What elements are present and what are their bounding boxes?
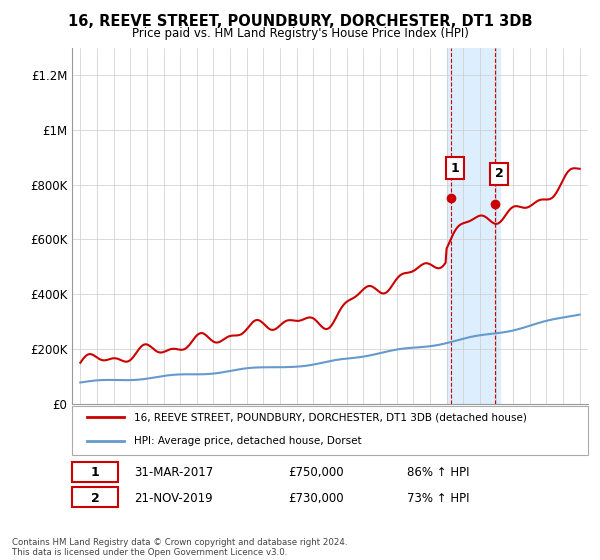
FancyBboxPatch shape [72, 462, 118, 482]
Text: 21-NOV-2019: 21-NOV-2019 [134, 492, 212, 505]
Text: 16, REEVE STREET, POUNDBURY, DORCHESTER, DT1 3DB: 16, REEVE STREET, POUNDBURY, DORCHESTER,… [68, 14, 532, 29]
Text: £750,000: £750,000 [289, 466, 344, 479]
Text: HPI: Average price, detached house, Dorset: HPI: Average price, detached house, Dors… [134, 436, 362, 446]
Text: 86% ↑ HPI: 86% ↑ HPI [407, 466, 470, 479]
Text: £730,000: £730,000 [289, 492, 344, 505]
Text: 31-MAR-2017: 31-MAR-2017 [134, 466, 213, 479]
Text: 2: 2 [91, 492, 100, 505]
FancyBboxPatch shape [72, 406, 588, 455]
Text: 16, REEVE STREET, POUNDBURY, DORCHESTER, DT1 3DB (detached house): 16, REEVE STREET, POUNDBURY, DORCHESTER,… [134, 412, 527, 422]
Text: 2: 2 [494, 167, 503, 180]
Text: 1: 1 [451, 162, 459, 175]
Bar [446, 48, 500, 404]
Text: 1: 1 [91, 466, 100, 479]
Text: 73% ↑ HPI: 73% ↑ HPI [407, 492, 470, 505]
Text: Contains HM Land Registry data © Crown copyright and database right 2024.
This d: Contains HM Land Registry data © Crown c… [12, 538, 347, 557]
Text: Price paid vs. HM Land Registry's House Price Index (HPI): Price paid vs. HM Land Registry's House … [131, 27, 469, 40]
FancyBboxPatch shape [72, 487, 118, 507]
